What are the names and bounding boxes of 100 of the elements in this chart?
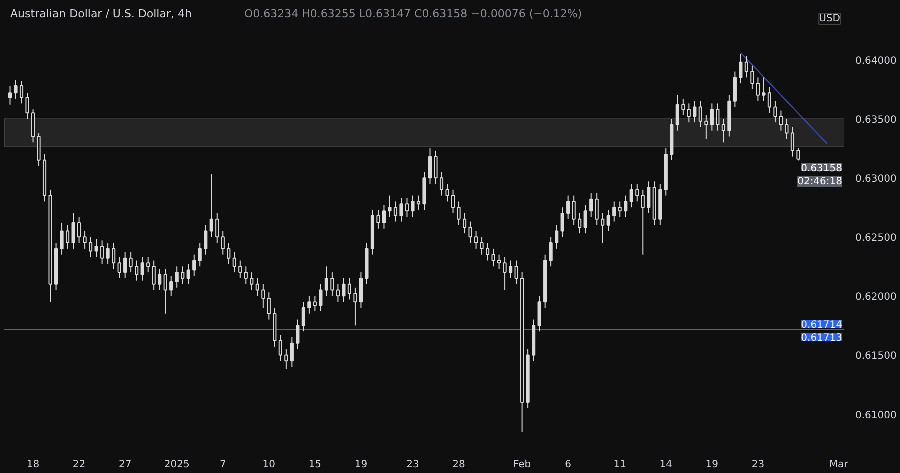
x-tick-label: Mar — [829, 460, 850, 470]
candlestick — [330, 272, 334, 297]
candlestick — [94, 238, 98, 258]
x-tick-label: 22 — [72, 460, 86, 470]
candlestick — [313, 296, 317, 312]
candlestick — [192, 254, 196, 277]
candlestick — [790, 126, 795, 158]
candlestick — [578, 213, 582, 234]
candlestick — [710, 103, 714, 132]
candlestick — [716, 103, 720, 132]
candlestick — [733, 71, 737, 108]
candlestick — [468, 221, 472, 244]
candlestick — [100, 240, 104, 265]
candlestick — [618, 201, 622, 218]
candlestick — [698, 100, 702, 128]
candlestick — [538, 296, 542, 332]
y-tick-label: 0.62000 — [856, 292, 897, 304]
candlestick — [750, 65, 754, 90]
candlestick — [181, 266, 185, 285]
y-tick-label: 0.61000 — [856, 410, 897, 422]
x-tick-label: 23 — [752, 460, 765, 470]
candlestick — [428, 148, 432, 184]
candlestick — [647, 181, 651, 214]
candlestick — [624, 195, 628, 218]
candlestick — [89, 236, 93, 258]
x-tick-label: 19 — [706, 460, 719, 470]
candlestick — [336, 284, 340, 303]
candlestick — [785, 118, 789, 140]
candlestick — [284, 348, 288, 370]
candlestick — [118, 256, 122, 279]
candlestick — [676, 94, 680, 132]
candlestick — [290, 337, 294, 368]
candlestick — [704, 115, 708, 140]
candlestick — [722, 118, 726, 144]
candlestick — [267, 292, 271, 320]
candlestick — [411, 195, 415, 218]
x-tick-label: 15 — [308, 460, 322, 470]
candlestick — [630, 183, 634, 208]
x-tick-label: 18 — [26, 460, 40, 470]
y-tick-label: 0.64000 — [856, 56, 897, 67]
candlestick — [342, 278, 346, 303]
chart-subtitle: O0.63234 H0.63255 L0.63147 C0.63158 −0.00076 (−0.12%) — [244, 8, 582, 20]
candlestick — [480, 236, 484, 256]
x-tick-label: 11 — [614, 460, 626, 470]
candlestick — [774, 100, 778, 124]
x-tick-label: Feb — [513, 460, 532, 470]
candlestick — [388, 195, 392, 218]
candlestick — [405, 198, 410, 218]
candlestick — [549, 236, 553, 268]
candlestick — [457, 201, 461, 226]
x-tick-label: 28 — [452, 460, 466, 470]
candlestick — [474, 230, 478, 250]
candlestick — [595, 192, 599, 226]
candlestick — [140, 256, 144, 282]
candlestick — [779, 110, 784, 132]
candlestick — [394, 201, 398, 222]
candlestick — [560, 207, 564, 238]
candlestick — [37, 132, 41, 167]
candlestick — [198, 242, 202, 268]
candlestick — [20, 80, 24, 104]
candlestick — [376, 209, 380, 230]
x-tick-label: 10 — [262, 460, 276, 470]
candlestick — [129, 252, 133, 274]
candlestick — [687, 103, 691, 124]
candlestick — [78, 216, 82, 244]
candlestick — [60, 222, 64, 256]
candlestick — [83, 230, 87, 250]
candlestick — [186, 264, 190, 285]
x-tick-label: 23 — [406, 460, 420, 470]
x-tick-label: 27 — [118, 460, 132, 470]
candlestick — [486, 242, 490, 262]
candlestick — [31, 109, 36, 144]
candlestick — [416, 195, 421, 210]
chart-title: Australian Dollar / U.S. Dollar, 4h — [10, 8, 192, 20]
candlestick — [762, 77, 766, 102]
candlestick — [434, 150, 438, 184]
candlestick — [256, 278, 260, 297]
candlestick — [768, 86, 772, 114]
candlestick — [739, 54, 743, 84]
candlestick — [72, 213, 76, 250]
candlestick — [446, 183, 450, 202]
candlestick — [400, 198, 404, 222]
y-tick-label: 0.61500 — [856, 351, 897, 362]
candlestick — [210, 174, 214, 238]
candlestick — [227, 242, 231, 265]
candlestick — [693, 100, 697, 124]
candlestick — [238, 260, 242, 279]
candlestick — [796, 147, 800, 162]
candlestick — [135, 260, 139, 282]
candlestick — [319, 284, 323, 312]
candlestick — [106, 242, 110, 265]
candlestick — [682, 98, 686, 116]
candlestick — [14, 80, 18, 100]
candlestick — [221, 230, 225, 256]
candlestick — [612, 201, 616, 222]
candlestick — [262, 284, 266, 308]
y-tick-label: 0.63500 — [856, 115, 897, 126]
candlestick — [382, 204, 386, 230]
candlestick — [606, 209, 610, 232]
candlestick — [509, 260, 513, 279]
